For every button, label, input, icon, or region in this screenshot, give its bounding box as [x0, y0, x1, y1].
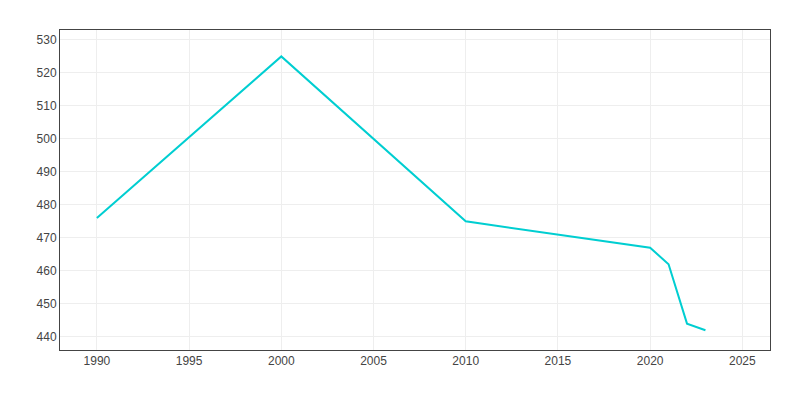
svg-text:1995: 1995	[176, 354, 203, 368]
svg-text:490: 490	[37, 165, 57, 179]
svg-text:480: 480	[37, 198, 57, 212]
svg-text:470: 470	[37, 231, 57, 245]
svg-text:520: 520	[37, 66, 57, 80]
svg-text:530: 530	[37, 33, 57, 47]
svg-text:440: 440	[37, 330, 57, 344]
svg-text:2015: 2015	[545, 354, 572, 368]
svg-text:450: 450	[37, 297, 57, 311]
svg-text:2025: 2025	[729, 354, 756, 368]
svg-text:1990: 1990	[84, 354, 111, 368]
svg-text:460: 460	[37, 264, 57, 278]
svg-text:2020: 2020	[637, 354, 664, 368]
svg-text:500: 500	[37, 132, 57, 146]
svg-text:2000: 2000	[268, 354, 295, 368]
svg-text:2010: 2010	[452, 354, 479, 368]
svg-text:2005: 2005	[360, 354, 387, 368]
svg-text:510: 510	[37, 99, 57, 113]
